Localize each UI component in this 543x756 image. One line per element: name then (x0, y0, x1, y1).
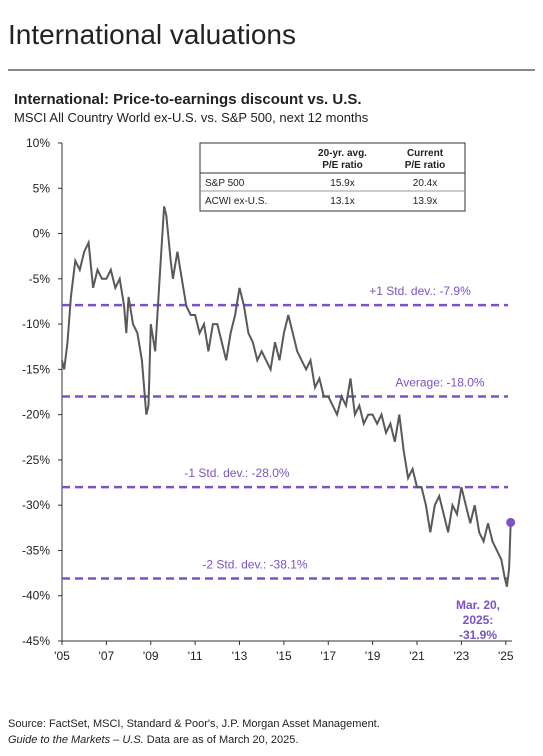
table-cell: 13.9x (413, 196, 437, 207)
x-tick-label: '07 (99, 649, 115, 663)
y-tick-label: -5% (29, 272, 51, 286)
reference-label: +1 Std. dev.: -7.9% (369, 284, 471, 298)
x-tick-label: '21 (409, 649, 425, 663)
y-tick-label: 5% (33, 181, 51, 195)
x-tick-label: '23 (454, 649, 470, 663)
table-cell: S&P 500 (205, 178, 245, 189)
y-tick-label: -40% (22, 589, 50, 603)
y-tick-label: 10% (26, 136, 50, 150)
y-tick-label: -35% (22, 543, 50, 557)
y-tick-label: -25% (22, 453, 50, 467)
last-point (506, 517, 516, 527)
y-tick-label: -15% (22, 362, 50, 376)
table-cell: 15.9x (330, 178, 354, 189)
table-cell: ACWI ex-U.S. (205, 196, 267, 207)
table-cell: 13.1x (330, 196, 354, 207)
reference-label: Average: -18.0% (395, 376, 484, 390)
annotation: Mar. 20, (456, 598, 500, 612)
y-tick-label: -45% (22, 634, 50, 648)
page-title: International valuations (8, 19, 296, 50)
table-header: P/E ratio (322, 160, 363, 171)
x-tick-label: '09 (143, 649, 159, 663)
table-cell: 20.4x (413, 178, 437, 189)
x-tick-label: '19 (365, 649, 381, 663)
table-header: P/E ratio (405, 160, 446, 171)
x-tick-label: '25 (498, 649, 514, 663)
guide-name: Guide to the Markets – U.S. (8, 734, 144, 746)
table-header: 20-yr. avg. (318, 148, 367, 159)
as-of-date: Data are as of March 20, 2025. (144, 734, 299, 746)
annotation: -31.9% (459, 628, 497, 642)
reference-label: -1 Std. dev.: -28.0% (184, 466, 289, 480)
y-tick-label: -30% (22, 498, 50, 512)
x-tick-label: '15 (276, 649, 292, 663)
y-tick-label: 0% (33, 227, 51, 241)
source-note: Source: FactSet, MSCI, Standard & Poor's… (8, 718, 380, 730)
x-tick-label: '11 (188, 649, 203, 663)
series-line (61, 206, 512, 587)
y-tick-label: -20% (22, 408, 50, 422)
annotation: 2025: (463, 613, 494, 627)
y-tick-label: -10% (22, 317, 50, 331)
chart-subtitle: MSCI All Country World ex-U.S. vs. S&P 5… (14, 110, 369, 125)
x-tick-label: '13 (232, 649, 248, 663)
chart-title: International: Price-to-earnings discoun… (14, 91, 362, 108)
x-tick-label: '05 (54, 649, 70, 663)
as-of-note: Guide to the Markets – U.S. Data are as … (8, 734, 298, 746)
reference-label: -2 Std. dev.: -38.1% (202, 558, 307, 572)
table-header: Current (407, 148, 444, 159)
table-frame (199, 142, 466, 212)
x-tick-label: '17 (320, 649, 336, 663)
